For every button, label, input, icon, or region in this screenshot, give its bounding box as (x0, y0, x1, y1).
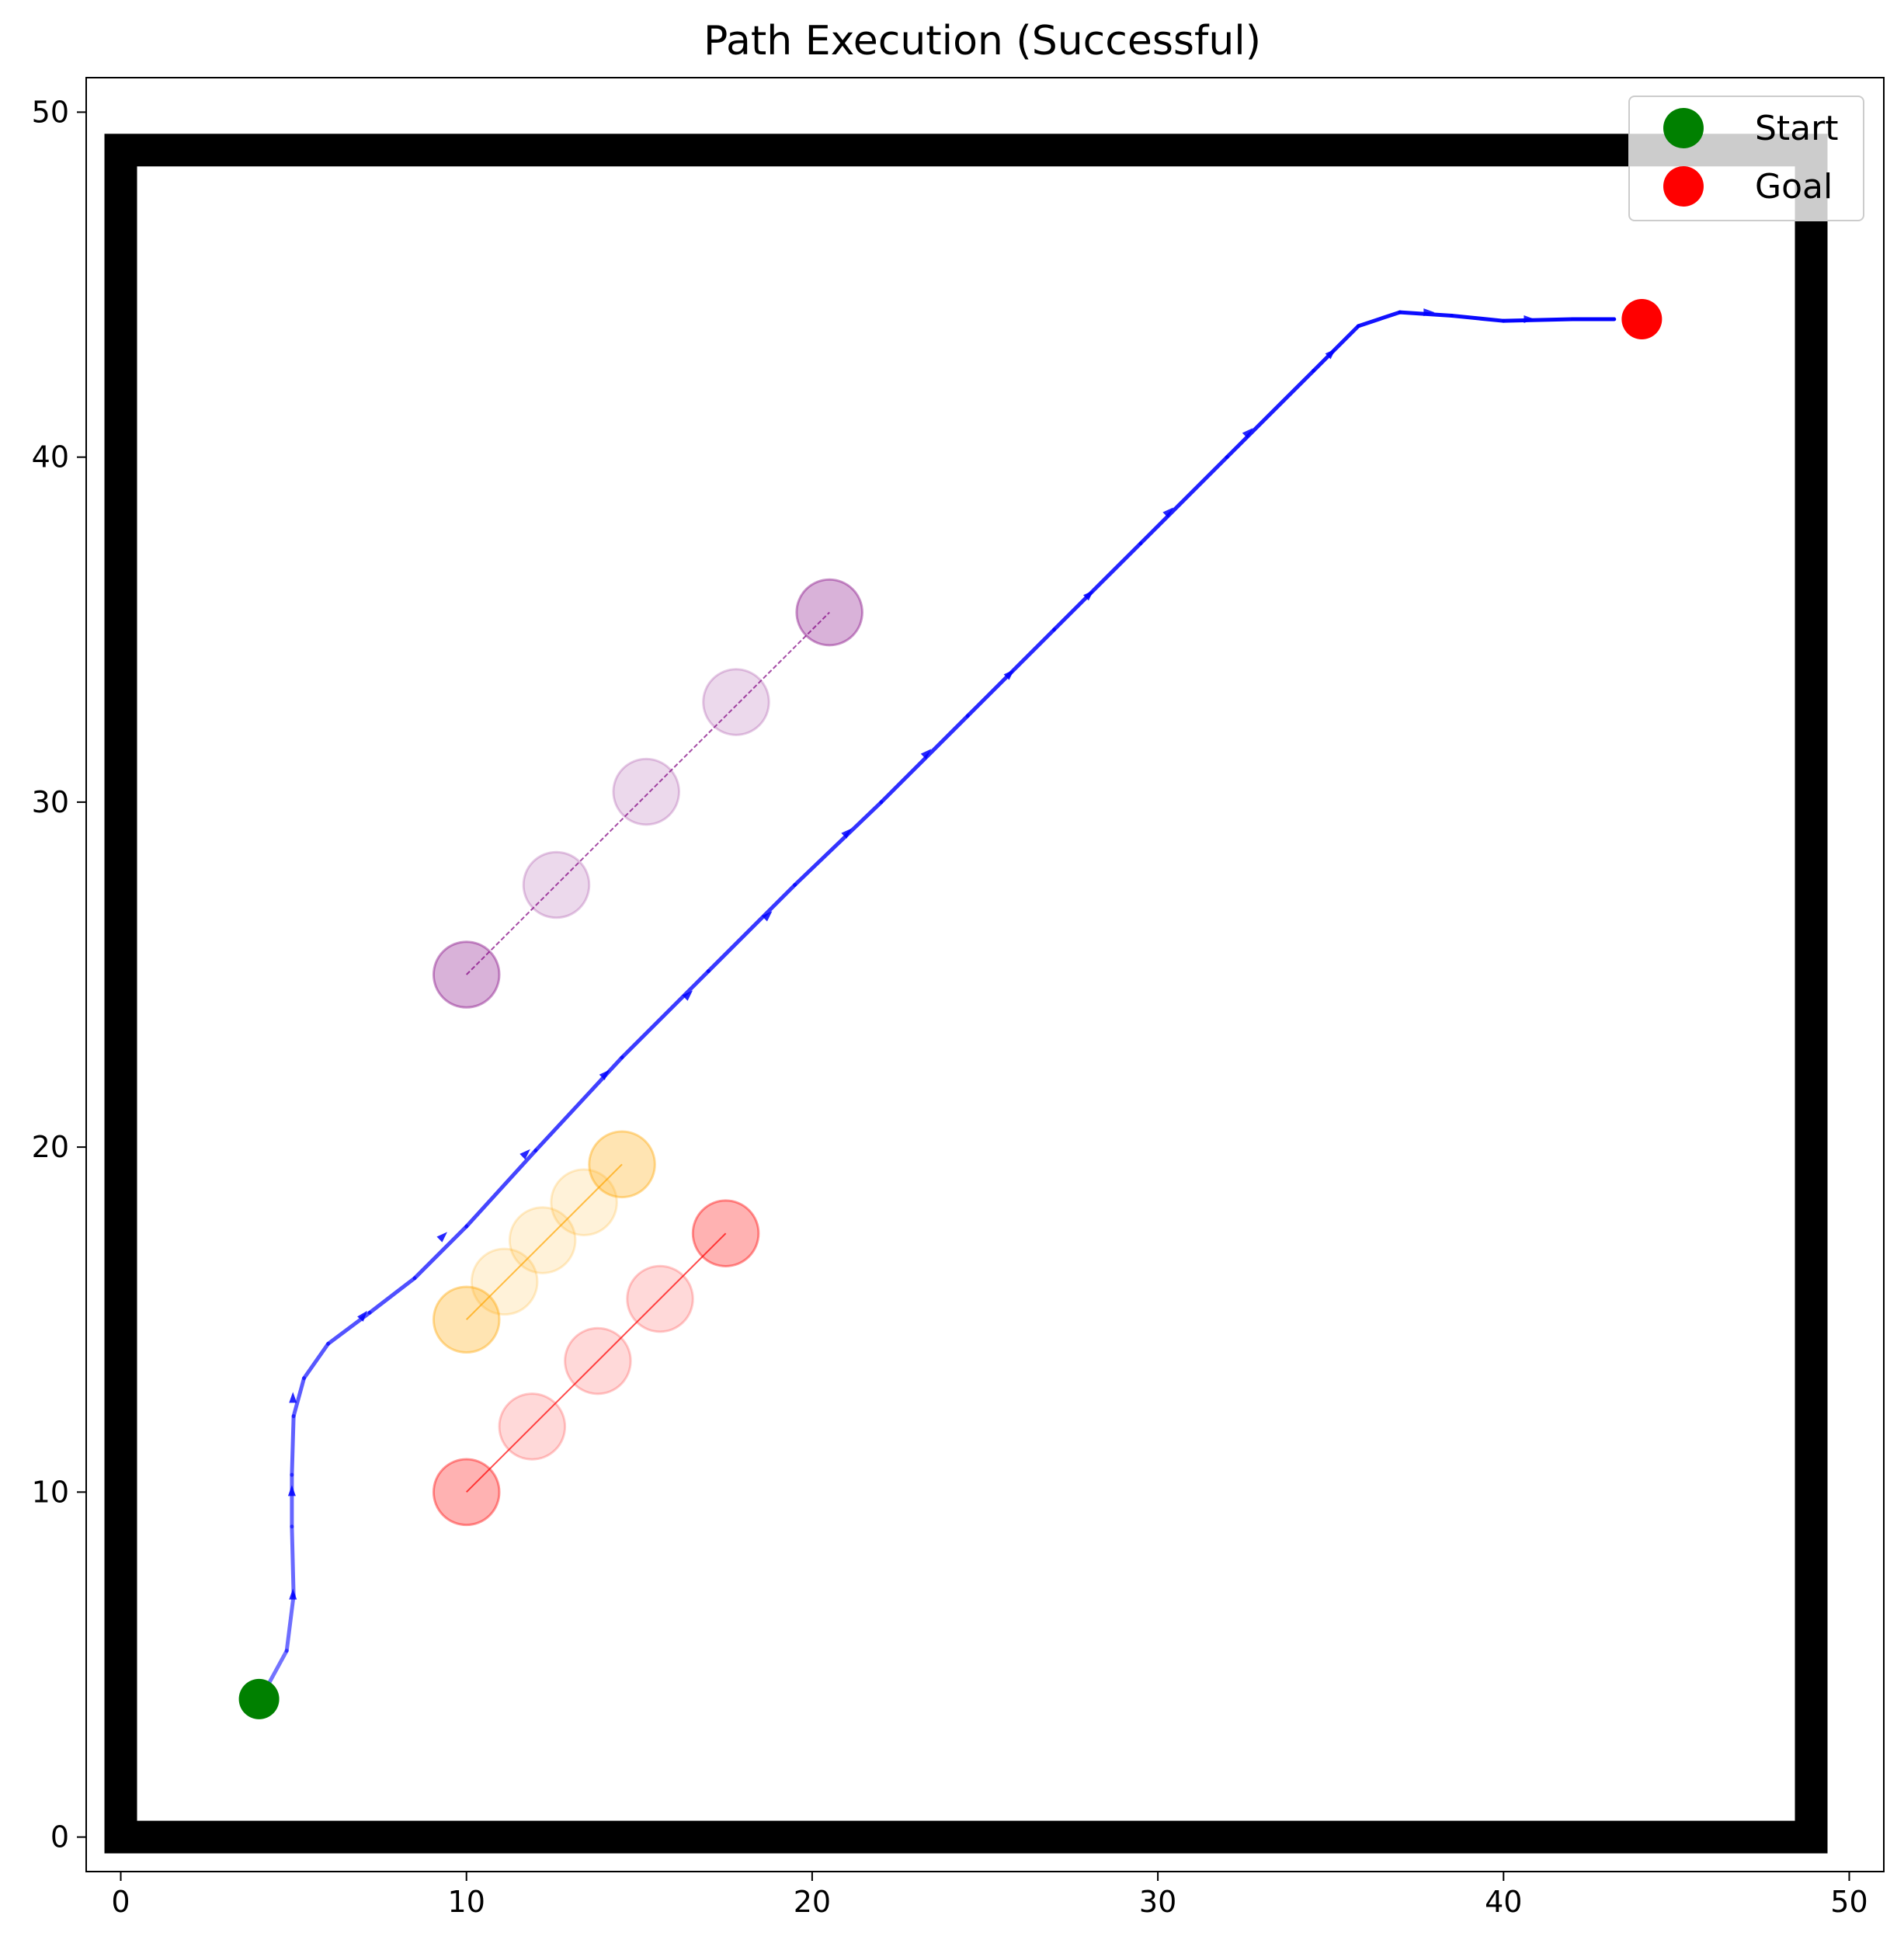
obstacle-red-position-3 (626, 1264, 694, 1333)
path-segment-6 (301, 1341, 331, 1381)
path-segment-21 (1356, 310, 1402, 328)
x-tick-label: 20 (794, 1885, 831, 1919)
path-segment-2 (290, 1524, 296, 1598)
y-tick-label: 30 (32, 785, 69, 819)
path-segment-15 (879, 714, 970, 805)
x-tick-label: 0 (111, 1885, 130, 1919)
obstacle-orange-position-1 (470, 1247, 539, 1316)
boundary-wall (104, 134, 1828, 1854)
path-segment-19 (1225, 369, 1315, 460)
obstacle-red-position-1 (498, 1392, 567, 1461)
path-arrow-9 (841, 828, 852, 839)
path-arrow-13 (1162, 507, 1173, 518)
obstacle-purple-position-3 (702, 668, 770, 736)
path-segment-17 (1052, 541, 1143, 632)
obstacle-purple (432, 578, 863, 1009)
obstacle-orange-position-3 (550, 1168, 618, 1236)
obstacle-red-position-4 (691, 1199, 760, 1267)
obstacle-purple-position-4 (795, 578, 863, 647)
obstacle-purple-position-2 (612, 757, 681, 826)
path-arrow-8 (761, 911, 773, 922)
path-arrow-3 (357, 1310, 367, 1322)
path-segment-13 (706, 883, 797, 974)
y-tick-label: 40 (32, 440, 69, 474)
y-axis: 0 10 20 30 40 50 (32, 95, 86, 1854)
start-marker (238, 1678, 280, 1719)
path-arrow-1 (287, 1485, 296, 1496)
path-segment-12 (620, 969, 711, 1060)
obstacle-orange (432, 1130, 656, 1354)
obstacle-orange-position-2 (508, 1206, 577, 1274)
x-tick-label: 40 (1485, 1885, 1522, 1919)
path-segment-23 (1450, 314, 1506, 323)
obstacle-red-position-2 (564, 1326, 632, 1396)
path-segment-8 (367, 1276, 417, 1315)
path-segment-10 (464, 1149, 538, 1229)
legend-start-label: Start (1755, 109, 1839, 148)
path-arrow-7 (682, 990, 693, 1001)
plot-area (104, 134, 1828, 1854)
x-axis: 0 10 20 30 40 50 (111, 1872, 1868, 1919)
path-segment-14 (793, 800, 884, 887)
path-segment-9 (412, 1224, 469, 1281)
path-arrow-15 (1325, 349, 1336, 360)
path-arrow-16 (1423, 308, 1435, 317)
legend-goal-marker (1663, 166, 1704, 207)
legend: Start Goal (1628, 96, 1864, 221)
axes-frame (85, 77, 1885, 1872)
path-arrow-12 (1082, 590, 1094, 601)
obstacle-orange-position-4 (588, 1130, 656, 1199)
x-tick-label: 30 (1139, 1885, 1176, 1919)
obstacle-orange-trajectory-line (466, 1163, 623, 1320)
obstacle-purple-position-1 (522, 850, 591, 919)
path-arrow-11 (1003, 669, 1015, 680)
path-arrow-10 (920, 749, 932, 759)
x-tick-label: 10 (448, 1885, 485, 1919)
obstacle-orange-position-0 (432, 1285, 501, 1354)
y-tick-label: 50 (32, 95, 69, 129)
obstacle-purple-position-0 (432, 940, 501, 1009)
path-segment-4 (290, 1414, 296, 1477)
y-tick-label: 20 (32, 1130, 69, 1164)
legend-goal-label: Goal (1755, 167, 1833, 207)
path-arrow-14 (1242, 428, 1253, 439)
path-segment-24 (1501, 317, 1575, 323)
path-arrow-6 (599, 1069, 610, 1080)
path-arrow-2 (289, 1392, 297, 1403)
obstacle-red-trajectory-line (466, 1232, 727, 1493)
path-arrow-4 (436, 1232, 448, 1243)
path-segment-20 (1311, 324, 1360, 374)
chart-title: Path Execution (Successful) (704, 18, 1261, 64)
path-segment-18 (1138, 455, 1229, 546)
y-tick-label: 0 (50, 1820, 69, 1854)
path-arrow-17 (1524, 315, 1535, 323)
obstacle-red (432, 1199, 760, 1527)
axes-border (85, 77, 1885, 1872)
path-segment-5 (291, 1376, 306, 1419)
path-arrow-0 (289, 1588, 297, 1600)
legend-start-marker (1663, 108, 1704, 148)
y-tick-label: 10 (32, 1475, 69, 1509)
obstacle-red-position-0 (432, 1458, 501, 1527)
goal-marker (1621, 298, 1663, 339)
obstacle-purple-trajectory-line (466, 611, 830, 975)
x-tick-label: 50 (1830, 1885, 1868, 1919)
path-arrow-5 (519, 1149, 530, 1160)
path-segment-1 (284, 1594, 296, 1653)
